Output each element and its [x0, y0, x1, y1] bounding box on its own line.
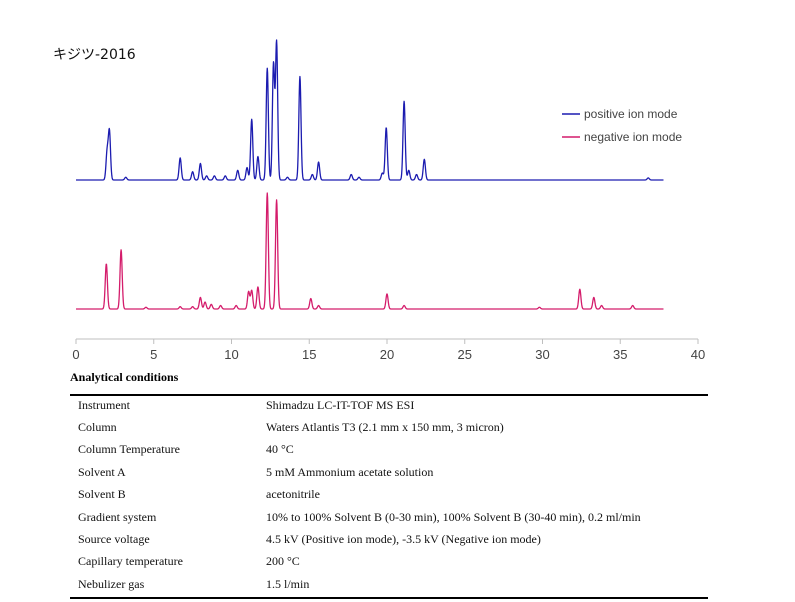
x-tick-label: 30	[535, 347, 549, 362]
condition-row: Instrument Shimadzu LC-IT-TOF MS ESI	[70, 394, 708, 416]
condition-value: 200 °C	[266, 554, 300, 569]
condition-parameter: Instrument	[78, 397, 130, 412]
condition-row: Column Waters Atlantis T3 (2.1 mm x 150 m…	[70, 416, 708, 438]
condition-value: Waters Atlantis T3 (2.1 mm x 150 mm, 3 m…	[266, 420, 504, 435]
condition-parameter: Solvent A	[78, 464, 126, 479]
x-tick-label: 20	[380, 347, 394, 362]
condition-row: Capillary temperature 200 °C	[70, 551, 708, 573]
condition-row: Source voltage 4.5 kV (Positive ion mode)…	[70, 528, 708, 550]
condition-row: Gradient system 10% to 100% Solvent B (0-…	[70, 506, 708, 528]
condition-parameter: Solvent B	[78, 487, 126, 502]
series-line-1	[75, 192, 664, 310]
condition-value: 5 mM Ammonium acetate solution	[266, 464, 434, 479]
x-tick-label: 15	[302, 347, 316, 362]
traces-layer	[75, 39, 664, 310]
condition-parameter: Nebulizer gas	[78, 576, 145, 591]
legend-label-0: positive ion mode	[584, 107, 678, 121]
condition-parameter: Column	[78, 420, 117, 435]
condition-value: 4.5 kV (Positive ion mode), -3.5 kV (Neg…	[266, 532, 541, 547]
x-tick-label: 40	[691, 347, 705, 362]
table-top-rule	[70, 394, 708, 396]
conditions-table: Instrument Shimadzu LC-IT-TOF MS ESI Colum…	[70, 394, 708, 596]
condition-value: 10% to 100% Solvent B (0-30 min), 100% S…	[266, 509, 641, 524]
x-axis-ticks: 0 5 10 15 20 25 30 35 40	[72, 339, 705, 362]
condition-row: Column Temperature 40 °C	[70, 439, 708, 461]
legend-label-1: negative ion mode	[584, 130, 682, 144]
condition-row: Solvent A 5 mM Ammonium acetate solution	[70, 461, 708, 483]
condition-parameter: Gradient system	[78, 509, 157, 524]
condition-value: acetonitrile	[266, 487, 320, 502]
condition-value: 40 °C	[266, 442, 294, 457]
condition-value: 1.5 l/min	[266, 576, 310, 591]
chromatogram-chart: 0 5 10 15 20 25 30 35 40 positive ion mode negati…	[72, 39, 705, 362]
x-tick-label: 25	[458, 347, 472, 362]
condition-row: Solvent B acetonitrile	[70, 484, 708, 506]
condition-parameter: Column Temperature	[78, 442, 180, 457]
conditions-heading: Analytical conditions	[70, 370, 179, 384]
condition-row: Nebulizer gas 1.5 l/min	[70, 573, 708, 595]
condition-value: Shimadzu LC-IT-TOF MS ESI	[266, 397, 415, 412]
condition-parameter: Source voltage	[78, 532, 150, 547]
legend: positive ion mode negative ion mode	[562, 107, 682, 144]
table-bottom-rule	[70, 597, 708, 599]
condition-parameter: Capillary temperature	[78, 554, 183, 569]
x-tick-label: 5	[150, 347, 157, 362]
x-tick-label: 10	[224, 347, 238, 362]
chart-title: キジツ-2016	[53, 47, 136, 63]
x-tick-label: 0	[72, 347, 79, 362]
series-line-0	[75, 39, 664, 181]
x-tick-label: 35	[613, 347, 627, 362]
